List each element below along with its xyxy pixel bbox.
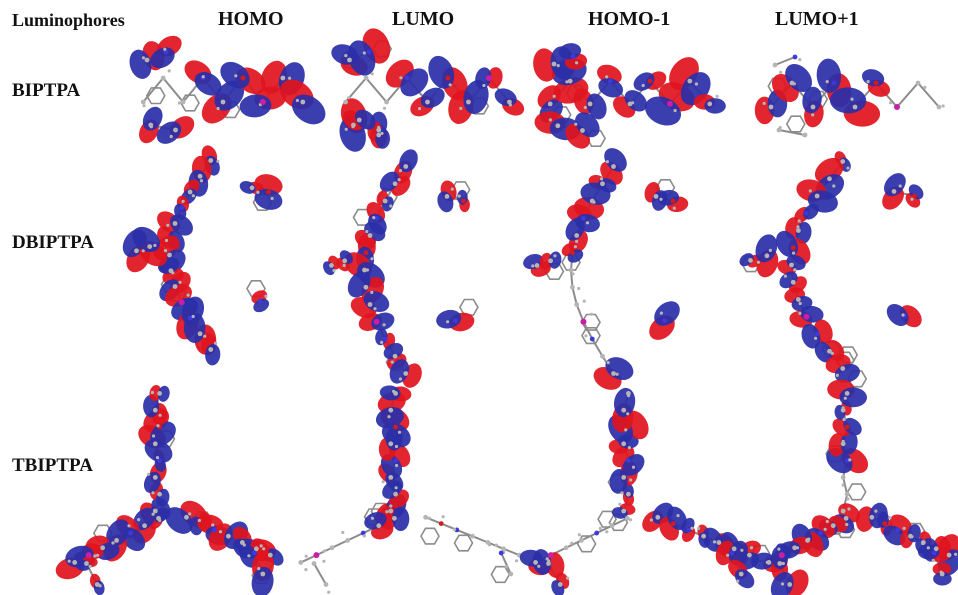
orbital-panel-tbiptpa-homo-1 [519,387,771,595]
orbital-lobes [364,385,412,540]
orbital-lobes [519,387,761,595]
molecule-atoms [134,158,274,352]
orbital-lobes [533,43,726,149]
molecule-atoms [533,391,754,587]
molecule-atoms [765,391,958,587]
orbital-lobes [323,149,475,388]
molecule-atoms [547,54,719,133]
row-label-tbiptpa: TBIPTPA [12,455,93,476]
molecule-atoms [531,160,676,376]
molecule-skeleton [300,393,520,585]
row-label-biptpa: BIPTPA [12,80,81,101]
orbital-panel-tbiptpa-lumoplus1 [751,379,958,595]
header-lumo-plus-1: LUMO+1 [775,8,859,30]
header-luminophores: Luminophores [12,10,125,30]
header-lumo: LUMO [392,8,455,30]
orbital-lobes [523,148,689,390]
header-homo: HOMO [218,8,284,30]
header-homo-1: HOMO-1 [588,8,671,30]
orbital-lobes [751,379,958,595]
molecule-atoms [140,47,306,139]
orbital-lobes [129,35,326,144]
orbital-panel-biptpa-lumo [331,28,525,152]
molecule-atoms [343,49,512,138]
orbital-panel-dbiptpa-homo-1 [523,148,689,390]
orbital-panel-biptpa-homo-1 [533,43,726,149]
orbital-panel-biptpa-homo [129,35,326,144]
row-label-dbiptpa: DBIPTPA [12,232,94,253]
orbital-panel-dbiptpa-homo [122,145,283,366]
orbital-panel-tbiptpa-lumo [298,385,522,594]
orbital-panel-dbiptpa-lumo [323,149,479,388]
molecule-atoms [298,389,522,594]
molecule-atoms [329,164,466,381]
orbital-panel-biptpa-lumoplus1 [754,54,945,138]
orbital-panel-dbiptpa-lumoplus1 [739,151,924,388]
orbital-lobes [122,145,283,366]
molecule-atoms [762,54,945,138]
orbital-lobes [331,28,525,152]
molecule-atoms [748,159,917,377]
molecule-atoms [67,390,273,588]
orbital-lobes [739,151,924,383]
orbital-panel-tbiptpa-homo [55,384,284,595]
